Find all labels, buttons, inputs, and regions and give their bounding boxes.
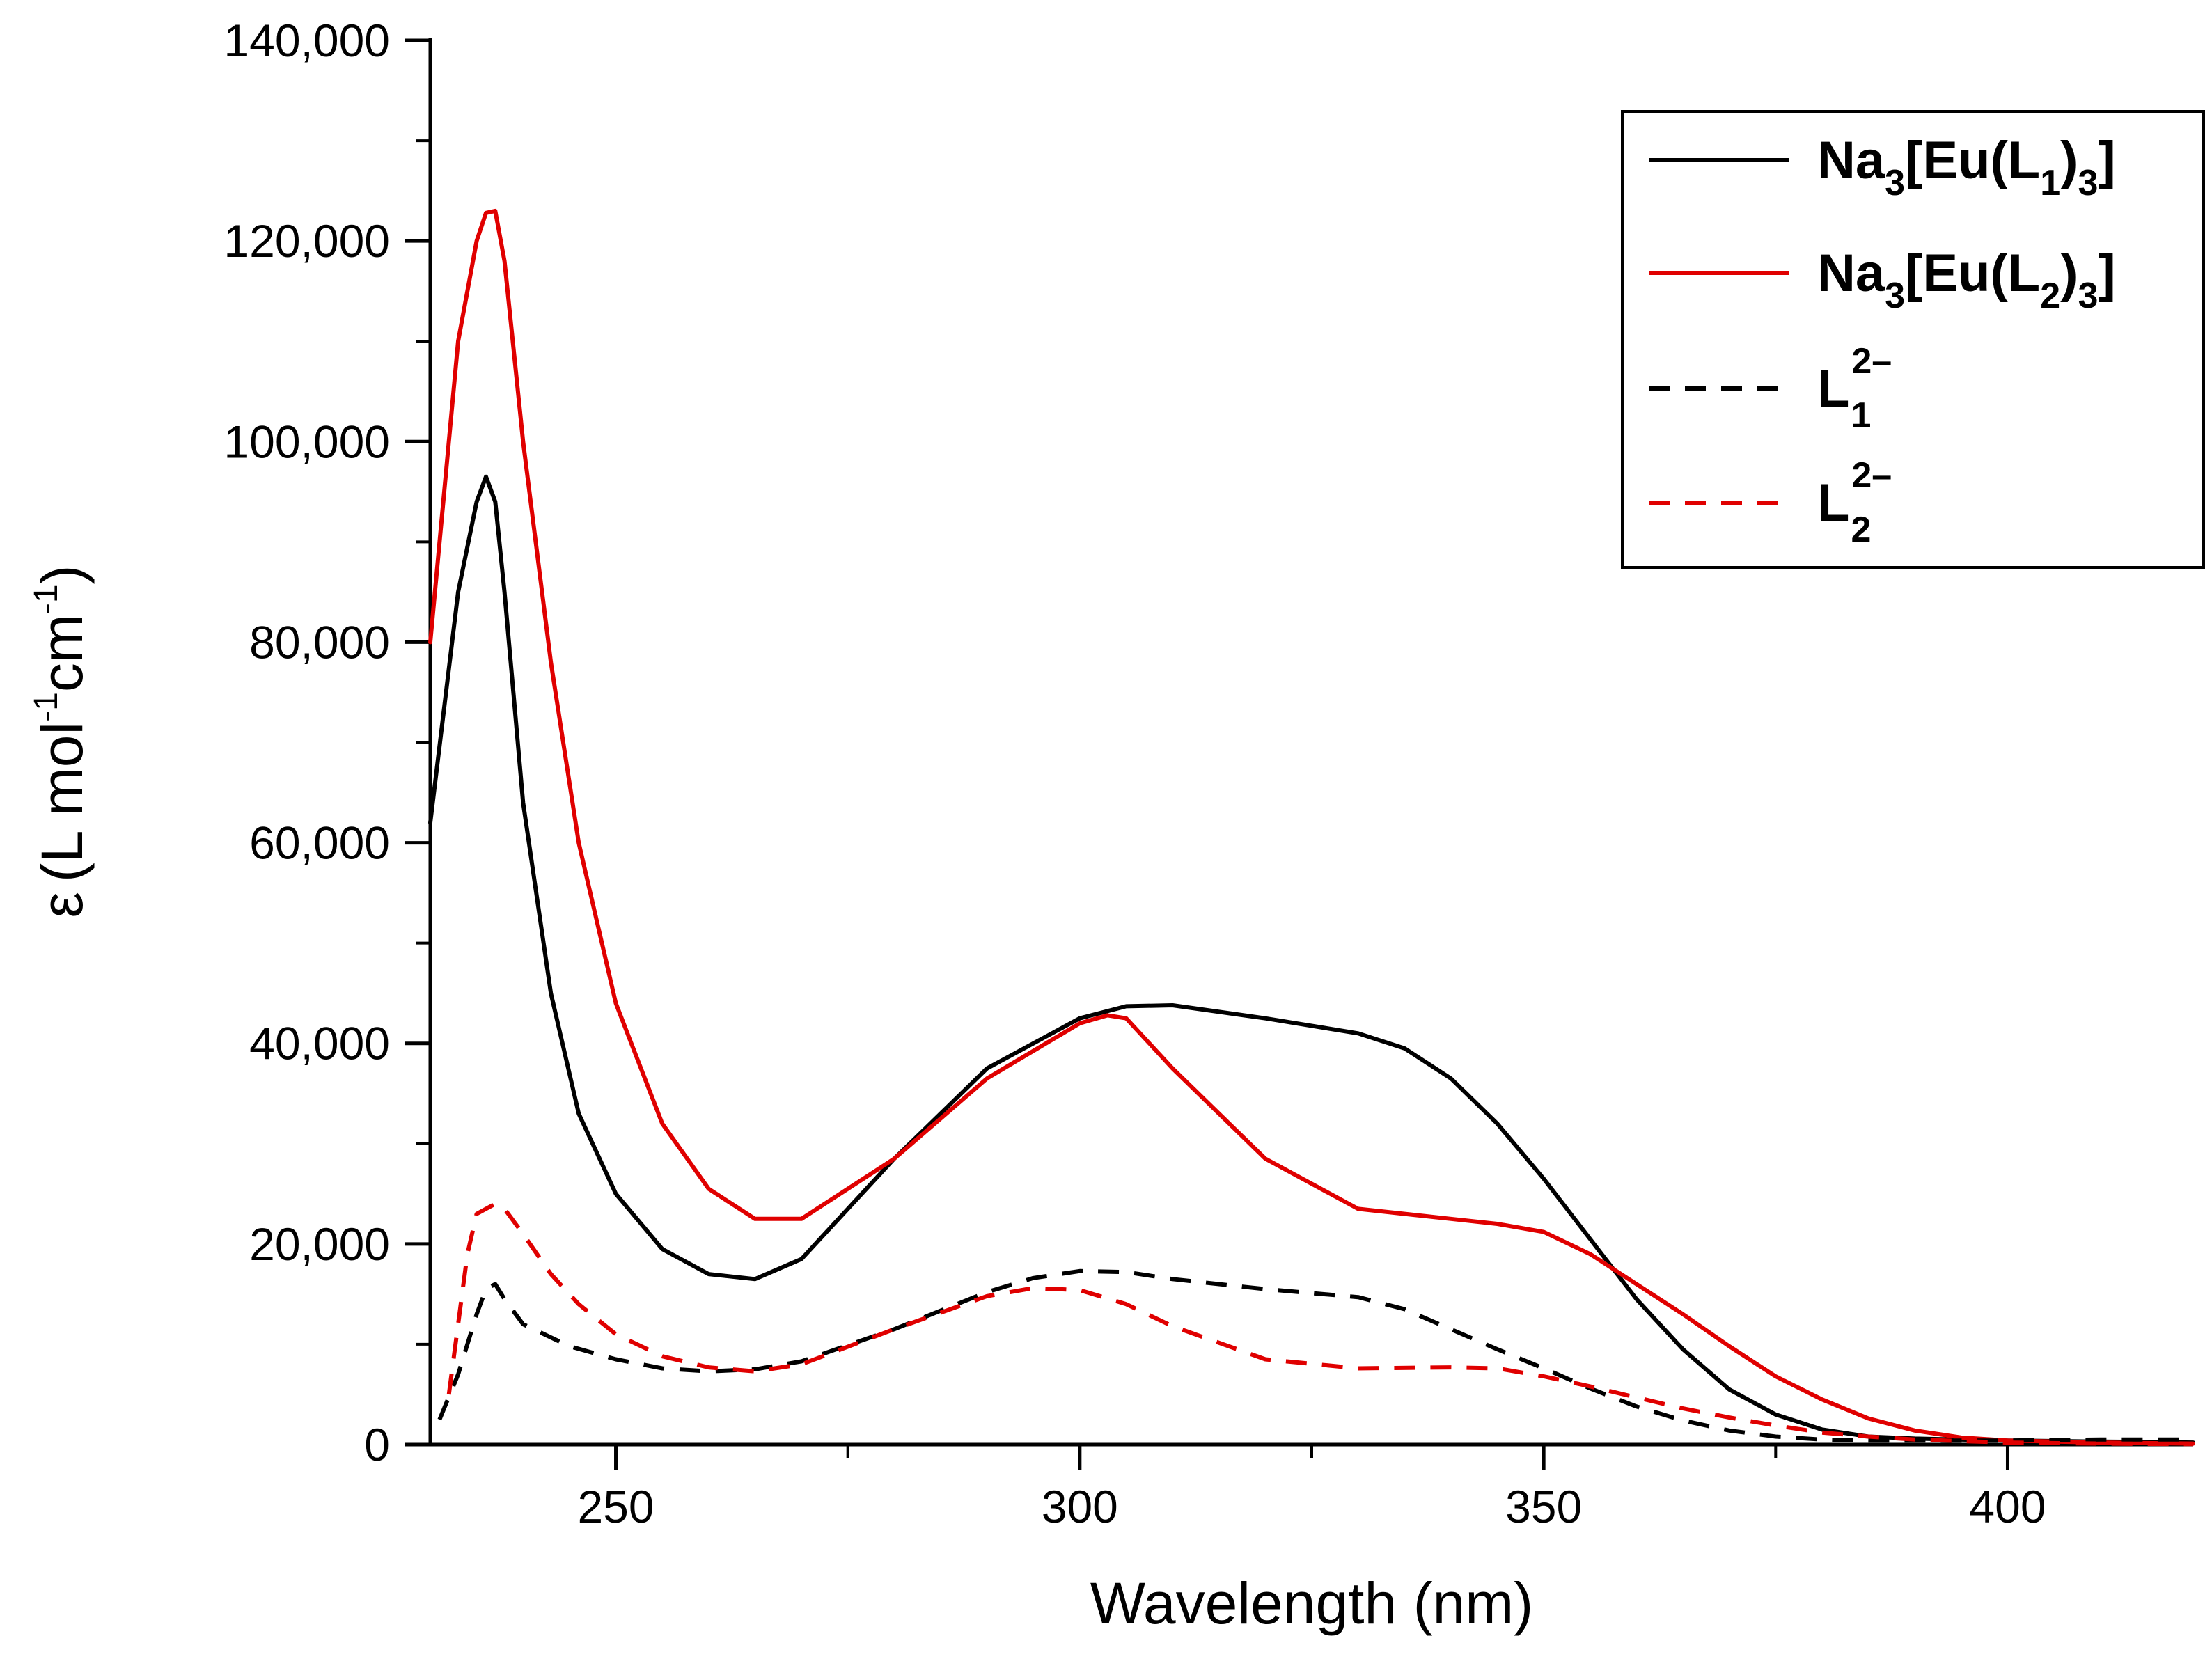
- series-layer: [428, 208, 2195, 1447]
- y-axis-title-superscript: -1: [28, 584, 65, 614]
- y-tick-label: 0: [364, 1419, 390, 1470]
- y-axis-title-part: (L mol: [29, 722, 95, 882]
- legend-label-series-1: Na3[Eu(L1)3]: [1817, 131, 2116, 203]
- series-line-1: [428, 474, 2195, 1445]
- series-line-4: [446, 1202, 2194, 1447]
- y-tick-label: 80,000: [249, 616, 390, 668]
- y-axis-title-part: cm: [29, 614, 95, 692]
- legend-label-series-3: L12–: [1817, 341, 1892, 436]
- x-tick-label: 250: [577, 1481, 654, 1532]
- y-tick-label: 140,000: [223, 15, 390, 66]
- y-axis-title: ε(L mol-1cm-1): [28, 565, 95, 918]
- series-line-3: [437, 1268, 2193, 1443]
- y-axis-title-superscript: -1: [28, 692, 65, 722]
- legend-label-series-4: L22–: [1817, 455, 1892, 550]
- y-axis-title-part: ): [29, 565, 95, 584]
- x-tick-label: 350: [1505, 1481, 1582, 1532]
- x-tick-label: 300: [1042, 1481, 1118, 1532]
- series-line-2: [428, 208, 2195, 1446]
- y-tick-label: 100,000: [223, 416, 390, 467]
- y-axis-title-epsilon: ε: [29, 892, 95, 918]
- x-tick-label: 400: [1969, 1481, 2046, 1532]
- legend-label-series-2: Na3[Eu(L2)3]: [1817, 244, 2116, 316]
- y-tick-label: 60,000: [249, 817, 390, 869]
- y-tick-label: 20,000: [249, 1218, 390, 1270]
- legend: Na3[Eu(L1)3] Na3[Eu(L2)3] L12– L22–: [1621, 110, 2205, 569]
- legend-box: [1621, 110, 2205, 569]
- y-tick-label: 120,000: [223, 215, 390, 267]
- x-axis-title: Wavelength (nm): [1090, 1571, 1533, 1636]
- axis-ticks: 0 20,000 40,000 60,000 80,000 100,000 120,000 1…: [223, 15, 2046, 1532]
- y-tick-label: 40,000: [249, 1018, 390, 1069]
